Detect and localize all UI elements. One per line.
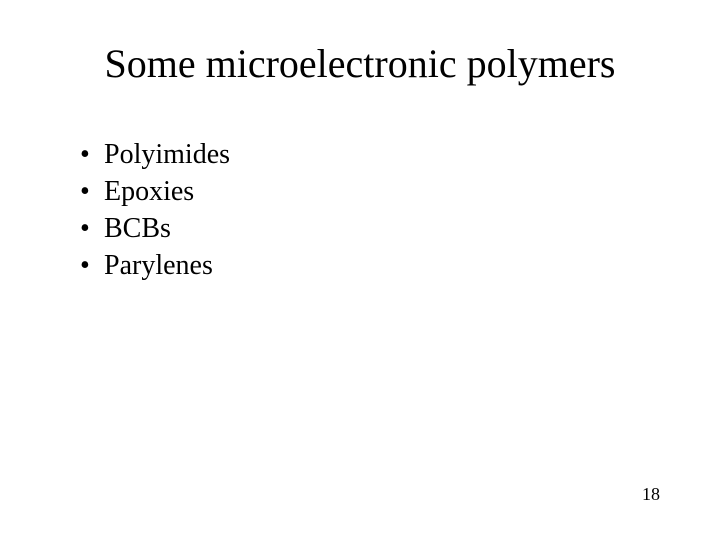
page-number: 18 [642,484,660,505]
slide-container: Some microelectronic polymers •Polyimide… [0,0,720,540]
list-item: •BCBs [80,211,660,246]
list-item-text: Epoxies [104,176,194,207]
list-item-text: BCBs [104,213,171,244]
list-item: •Polyimides [80,137,660,172]
bullet-list: •Polyimides •Epoxies •BCBs •Parylenes [60,137,660,283]
list-item-text: Parylenes [104,250,213,281]
bullet-icon: • [80,137,104,172]
bullet-icon: • [80,248,104,283]
list-item-text: Polyimides [104,139,230,170]
bullet-icon: • [80,211,104,246]
bullet-icon: • [80,174,104,209]
slide-title: Some microelectronic polymers [60,40,660,87]
list-item: •Parylenes [80,248,660,283]
list-item: •Epoxies [80,174,660,209]
